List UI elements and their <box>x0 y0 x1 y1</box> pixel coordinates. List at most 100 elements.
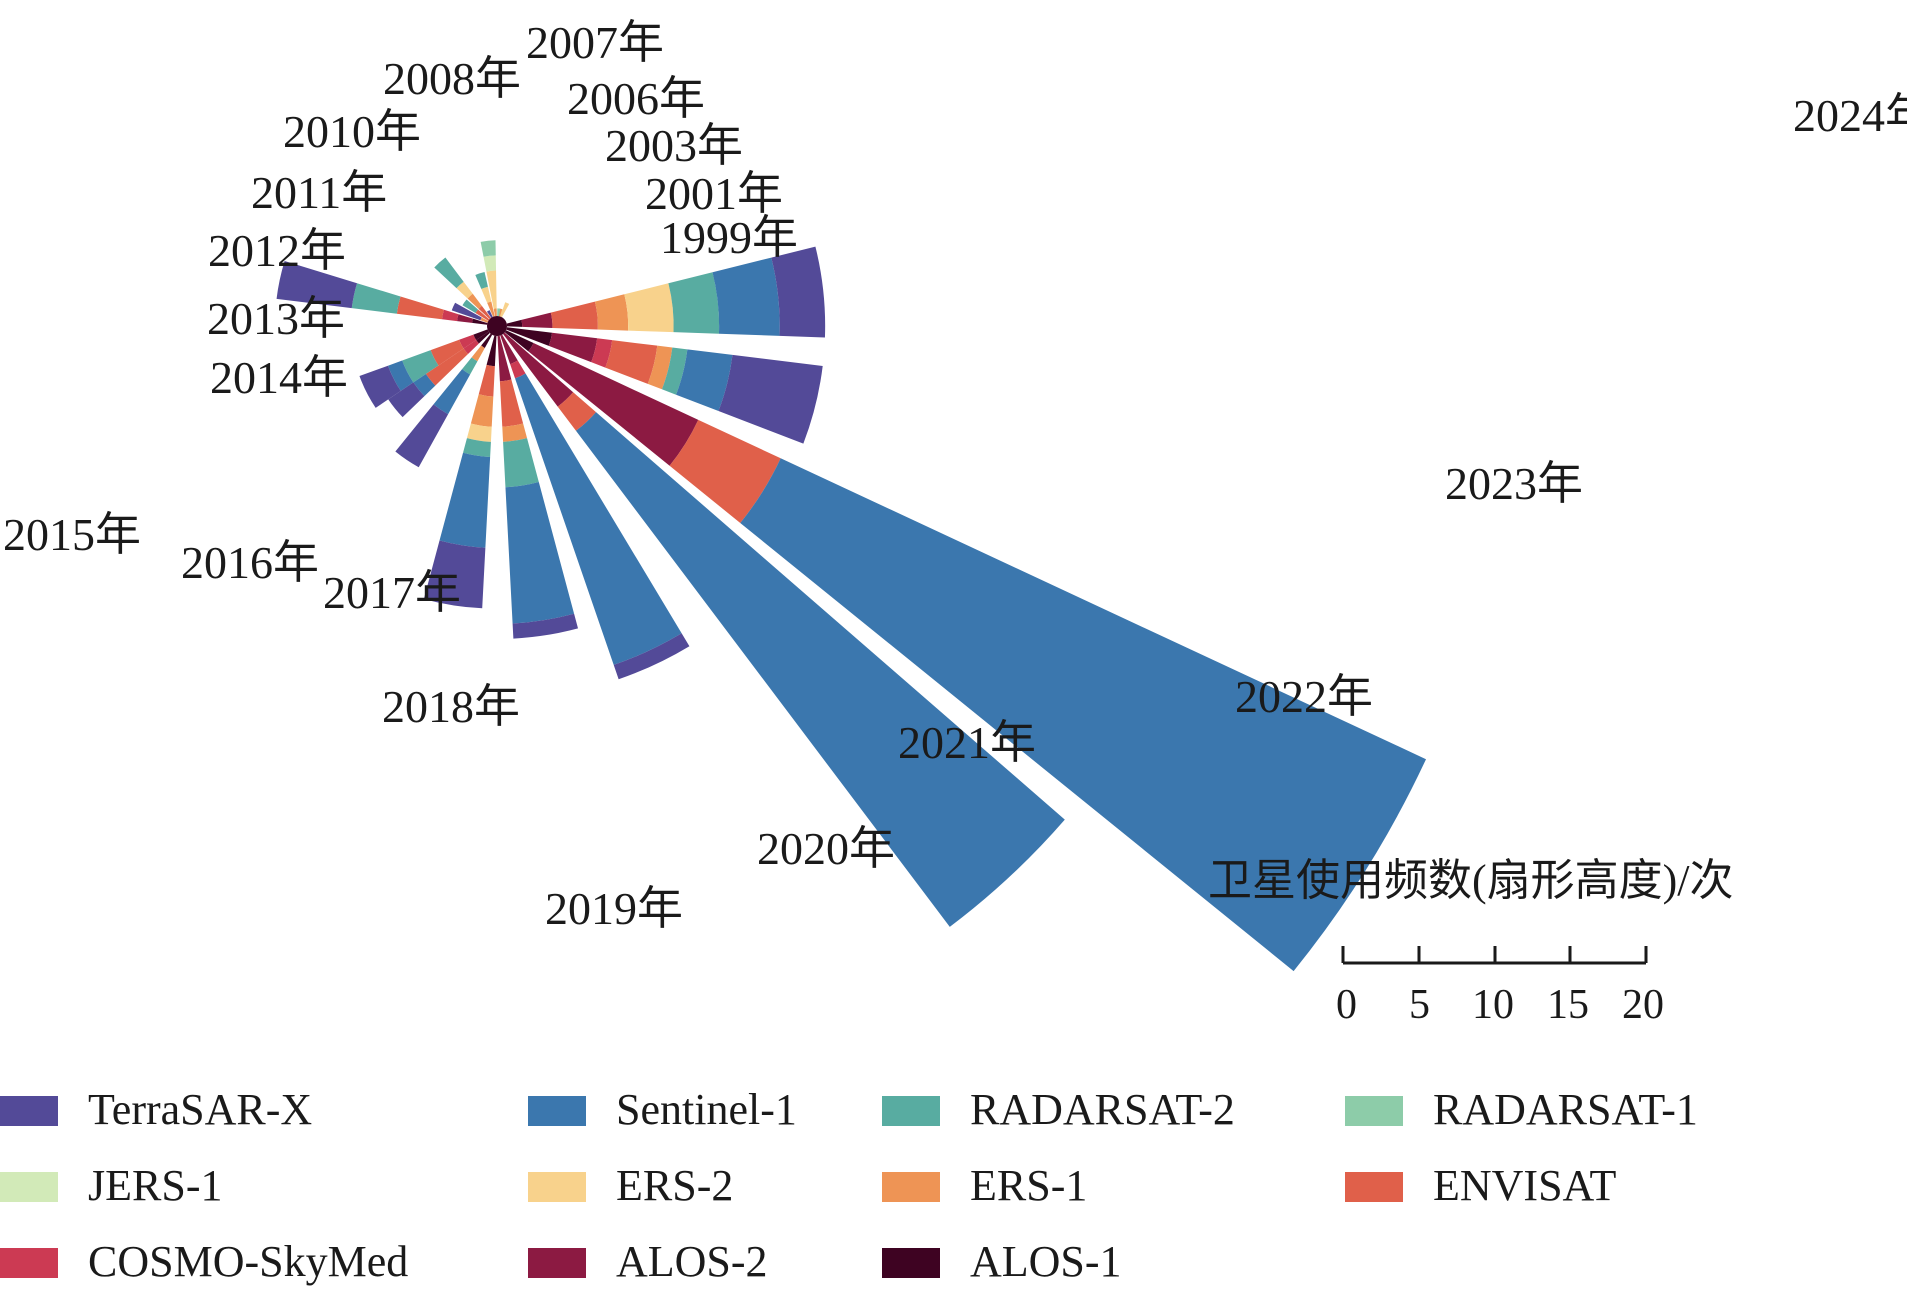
segment-2018年-ERS-1 <box>470 394 494 427</box>
legend-swatch-ALOS-2 <box>528 1248 586 1278</box>
year-bar-2023年 <box>506 327 823 444</box>
segment-2011年-RADARSAT-2 <box>434 257 464 289</box>
year-label-2014年: 2014年 <box>210 352 348 403</box>
year-bar-2024年 <box>506 246 826 338</box>
scale-tick-label-10: 10 <box>1472 982 1514 1028</box>
legend-swatch-COSMO-SkyMed <box>0 1248 58 1278</box>
year-label-2015年: 2015年 <box>3 509 141 560</box>
legend-swatch-ERS-1 <box>882 1172 940 1202</box>
year-label-1999年: 1999年 <box>660 212 798 263</box>
year-label-2001年: 2001年 <box>645 168 783 219</box>
segment-2021年-ALOS-2 <box>503 332 574 407</box>
legend-label-JERS-1: JERS-1 <box>88 1161 222 1210</box>
year-bar-1999年 <box>500 302 510 318</box>
segment-2014年-RADARSAT-2 <box>351 283 401 314</box>
segment-2022年-Sentinel-1 <box>740 458 1427 972</box>
segment-2018年-RADARSAT-2 <box>463 438 491 458</box>
segment-2016年-COSMO-SkyMed <box>463 340 479 354</box>
year-label-2006年: 2006年 <box>567 73 705 124</box>
segment-2024年-ERS-1 <box>594 294 629 331</box>
segment-2024年-ENVISAT <box>550 301 598 330</box>
segment-2007年-RADARSAT-1 <box>480 240 496 257</box>
segment-2024年-ALOS-1 <box>506 319 523 327</box>
segment-2024年-ERS-2 <box>624 283 674 333</box>
year-bar-2013年 <box>451 302 489 323</box>
legend-label-TerraSAR-X: TerraSAR-X <box>88 1085 312 1134</box>
legend-swatch-TerraSAR-X <box>0 1096 58 1126</box>
segment-2015年-Sentinel-1 <box>387 360 414 391</box>
segment-2017年-ALOS-1 <box>481 333 493 348</box>
year-bar-2006年 <box>497 308 501 317</box>
year-label-2020年: 2020年 <box>757 823 895 874</box>
segment-2015年-ALOS-1 <box>473 329 489 341</box>
year-bar-2018年 <box>423 335 497 609</box>
segment-2016年-Sentinel-1 <box>413 373 436 397</box>
year-label-2019年: 2019年 <box>545 883 683 934</box>
wedge-layer <box>276 240 1427 972</box>
segment-2008年-ERS-2 <box>481 286 492 303</box>
year-label-2016年: 2016年 <box>181 537 319 588</box>
segment-2017年-ERS-1 <box>471 345 485 362</box>
scale-bar: 卫星使用频数(扇形高度)/次 0 5 10 15 20 <box>1208 856 1734 1028</box>
year-bar-2022年 <box>504 330 1427 972</box>
segment-2023年-Sentinel-1 <box>676 349 733 412</box>
year-label-2021年: 2021年 <box>898 717 1036 768</box>
segment-2011年-ENVISAT <box>478 305 491 320</box>
legend-swatch-Sentinel-1 <box>528 1096 586 1126</box>
legend: TerraSAR-X Sentinel-1 RADARSAT-2 RADARSAT-1… <box>0 1085 1698 1286</box>
segment-2011年-ERS-2 <box>456 281 473 299</box>
legend-label-COSMO-SkyMed: COSMO-SkyMed <box>88 1237 408 1286</box>
segment-2024年-Sentinel-1 <box>712 257 780 336</box>
segment-2007年-JERS-1 <box>483 255 497 272</box>
year-bar-2017年 <box>395 333 493 468</box>
scale-tick-label-5: 5 <box>1409 982 1430 1028</box>
segment-2017年-Sentinel-1 <box>433 369 471 415</box>
year-bar-2008年 <box>475 271 495 317</box>
year-bar-2007年 <box>480 240 497 317</box>
segment-2013年-ERS-1 <box>480 317 489 323</box>
year-label-2010年: 2010年 <box>283 106 421 157</box>
segment-2006年-RADARSAT-1 <box>497 308 501 317</box>
year-bar-2021年 <box>503 332 1065 927</box>
segment-2015年-COSMO-SkyMed <box>459 334 477 349</box>
year-label-2023年: 2023年 <box>1445 458 1583 509</box>
year-bar-2015年 <box>359 329 489 408</box>
segment-2010年-TerraSAR-X <box>486 310 493 318</box>
year-label-2012年: 2012年 <box>208 225 346 276</box>
segment-2017年-TerraSAR-X <box>395 404 449 468</box>
segment-2007年-ERS-1 <box>493 308 497 317</box>
year-label-2018年: 2018年 <box>382 681 520 732</box>
year-bar-2012年 <box>462 299 490 321</box>
scale-bar-title: 卫星使用频数(扇形高度)/次 <box>1208 856 1734 905</box>
segment-2014年-ALOS-2 <box>457 314 473 323</box>
segment-2020年-ALOS-2 <box>500 334 518 365</box>
segment-2021年-ENVISAT <box>557 392 597 431</box>
year-label-2024年: 2024年 <box>1793 90 1907 141</box>
segment-2023年-ALOS-2 <box>548 332 598 363</box>
segment-2012年-RADARSAT-2 <box>462 299 479 314</box>
segment-2022年-ENVISAT <box>669 419 781 523</box>
segment-2016年-TerraSAR-X <box>388 382 425 418</box>
year-label-2022年: 2022年 <box>1235 671 1373 722</box>
year-bar-2014年 <box>276 261 488 325</box>
segment-2023年-COSMO-SkyMed <box>591 338 613 368</box>
legend-label-Sentinel-1: Sentinel-1 <box>616 1085 797 1134</box>
segment-2015年-RADARSAT-2 <box>402 350 439 383</box>
segment-2024年-ALOS-2 <box>521 312 553 328</box>
segment-2024年-RADARSAT-2 <box>668 272 720 334</box>
segment-2019年-TerraSAR-X <box>512 613 579 639</box>
segment-2008年-RADARSAT-2 <box>475 271 488 289</box>
segment-2018年-ERS-2 <box>466 423 492 442</box>
segment-2023年-TerraSAR-X <box>718 354 823 444</box>
segment-2017年-RADARSAT-2 <box>462 357 478 375</box>
segment-2022年-ALOS-1 <box>504 330 534 352</box>
scale-tick-label-0: 0 <box>1336 982 1357 1028</box>
legend-swatch-RADARSAT-1 <box>1345 1096 1403 1126</box>
segment-2018年-ENVISAT <box>478 364 495 397</box>
year-label-2013年: 2013年 <box>207 293 345 344</box>
legend-swatch-RADARSAT-2 <box>882 1096 940 1126</box>
year-bar-2019年 <box>497 335 579 639</box>
segment-2023年-RADARSAT-2 <box>661 347 688 395</box>
